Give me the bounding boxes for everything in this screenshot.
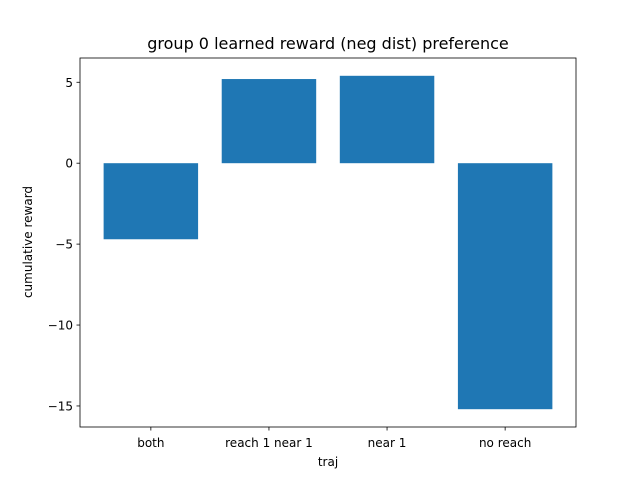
- y-tick-label: −10: [48, 319, 73, 333]
- bar-near-1: [339, 75, 435, 164]
- plot-frame: [79, 57, 577, 428]
- bar-both: [103, 163, 199, 240]
- y-axis-ticks: 5 0 −5 −10 −15: [48, 76, 80, 413]
- y-tick-label: 0: [65, 157, 73, 171]
- x-tick-label: no reach: [479, 436, 531, 450]
- x-tick-label: both: [137, 436, 164, 450]
- bars-layer: [103, 75, 553, 410]
- y-tick-label: −5: [55, 238, 73, 252]
- x-tick-label: near 1: [368, 436, 407, 450]
- x-axis-label: traj: [318, 455, 338, 469]
- x-axis-ticks: both reach 1 near 1 near 1 no reach: [137, 427, 531, 450]
- bar-reach-1-near-1: [221, 79, 317, 164]
- bar-no-reach: [457, 163, 553, 410]
- y-tick-label: −15: [48, 399, 73, 413]
- x-tick-label: reach 1 near 1: [225, 436, 313, 450]
- chart-title: group 0 learned reward (neg dist) prefer…: [147, 34, 509, 53]
- y-tick-label: 5: [65, 76, 73, 90]
- y-axis-label: cumulative reward: [21, 186, 35, 298]
